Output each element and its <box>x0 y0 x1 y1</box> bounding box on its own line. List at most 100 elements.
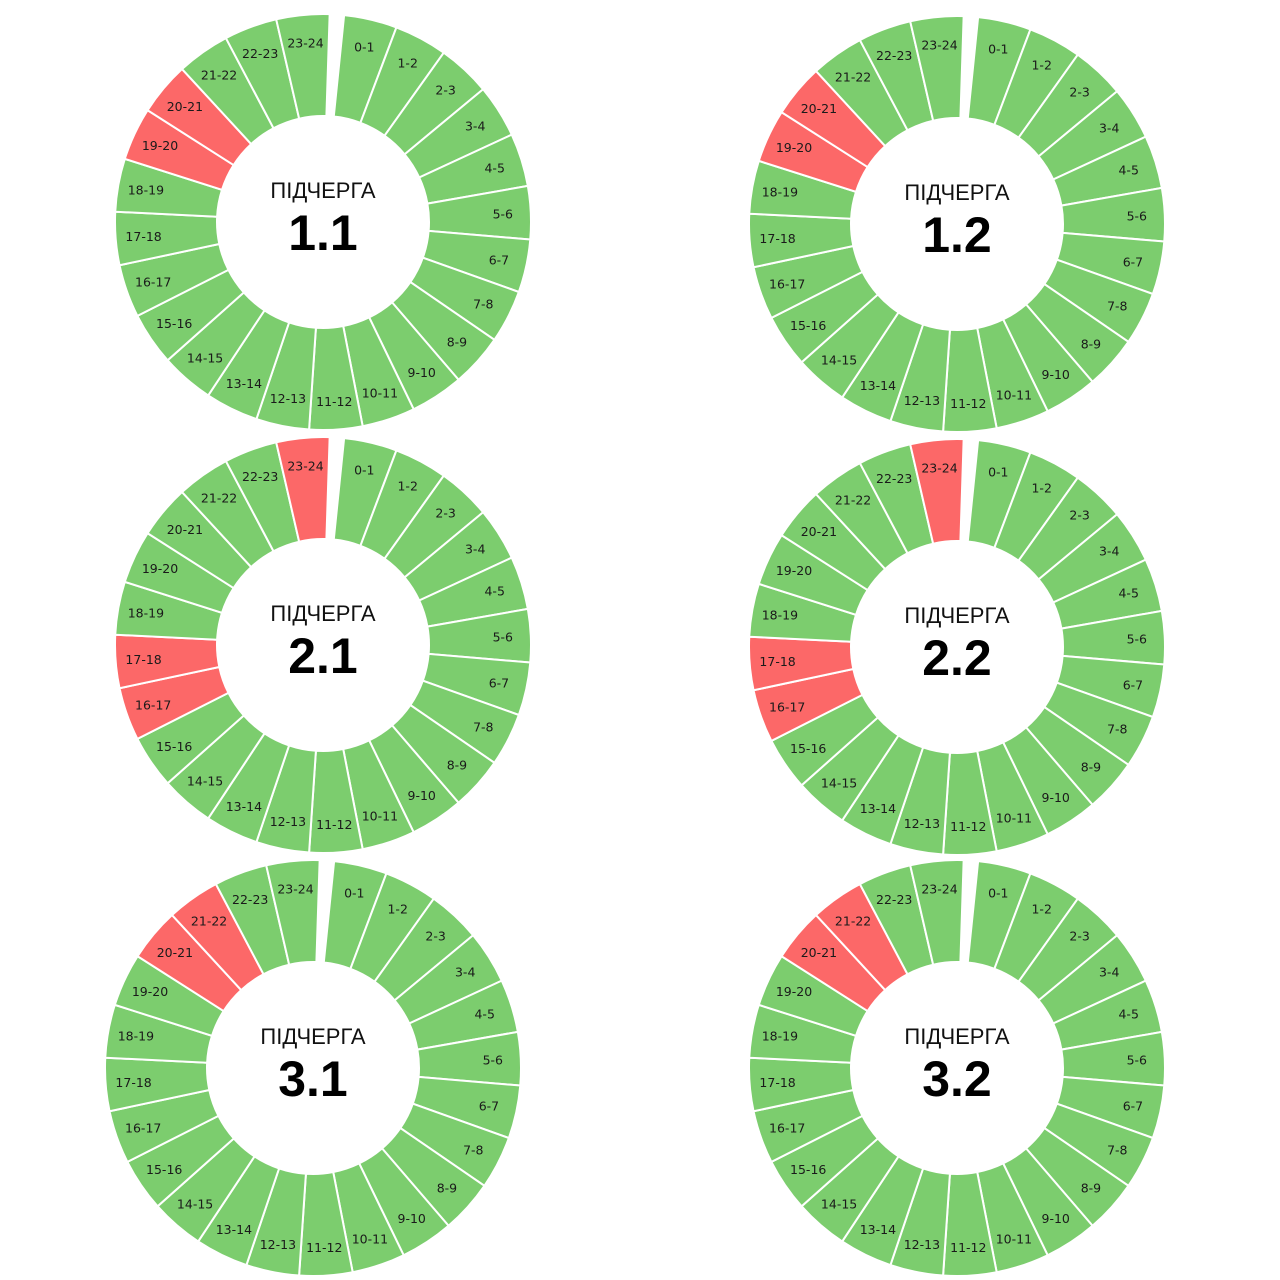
wheel-number: 2.1 <box>288 628 358 684</box>
hour-label: 11-12 <box>950 396 986 411</box>
wheel-subqueue-3-2: 0-1 1-2 2-3 3-4 4-5 5-6 6-7 7-8 8-9 9-10 10-11 11-1… <box>748 859 1166 1277</box>
hour-label: 19-20 <box>776 140 812 155</box>
hour-label: 14-15 <box>187 774 223 789</box>
hour-label: 15-16 <box>790 318 826 333</box>
hour-label: 18-19 <box>128 606 164 621</box>
hour-label: 15-16 <box>790 1162 826 1177</box>
hour-label: 5-6 <box>493 206 513 221</box>
hour-label: 14-15 <box>821 353 857 368</box>
hour-label: 23-24 <box>277 881 313 896</box>
hour-label: 8-9 <box>1081 1181 1101 1196</box>
hour-label: 21-22 <box>191 914 227 929</box>
hour-label: 1-2 <box>397 479 417 494</box>
hour-label: 3-4 <box>465 118 485 133</box>
hour-label: 18-19 <box>762 185 798 200</box>
hour-label: 15-16 <box>156 739 192 754</box>
hour-label: 9-10 <box>1042 1211 1070 1226</box>
hour-label: 6-7 <box>1123 255 1143 270</box>
hour-label: 7-8 <box>463 1143 483 1158</box>
hour-label: 13-14 <box>860 378 896 393</box>
hour-label: 19-20 <box>132 984 168 999</box>
wheel-caption: ПІДЧЕРГА <box>260 1024 366 1049</box>
hour-label: 15-16 <box>156 316 192 331</box>
hour-label: 9-10 <box>408 788 436 803</box>
hour-label: 5-6 <box>493 629 513 644</box>
hour-label: 10-11 <box>996 810 1032 825</box>
wheel-number: 2.2 <box>922 630 992 686</box>
hour-label: 22-23 <box>242 46 278 61</box>
hour-label: 11-12 <box>306 1240 342 1255</box>
hour-label: 6-7 <box>479 1099 499 1114</box>
wheel-number: 1.2 <box>922 207 992 263</box>
hour-label: 9-10 <box>1042 790 1070 805</box>
hour-label: 8-9 <box>447 335 467 350</box>
hour-label: 22-23 <box>232 892 268 907</box>
hour-label: 3-4 <box>1099 543 1119 558</box>
hour-label: 5-6 <box>1127 1052 1147 1067</box>
hour-label: 23-24 <box>921 37 957 52</box>
hour-label: 13-14 <box>226 799 262 814</box>
wheel-subqueue-2-2: 0-1 1-2 2-3 3-4 4-5 5-6 6-7 7-8 8-9 9-10 10-11 11-1… <box>748 438 1166 856</box>
hour-label: 10-11 <box>352 1231 388 1246</box>
hour-label: 12-13 <box>904 393 940 408</box>
hour-label: 23-24 <box>921 881 957 896</box>
hour-segment-23-24 <box>265 859 321 966</box>
hour-label: 1-2 <box>1031 58 1051 73</box>
hour-label: 14-15 <box>187 351 223 366</box>
hour-label: 19-20 <box>142 561 178 576</box>
hour-label: 5-6 <box>1127 208 1147 223</box>
hour-label: 12-13 <box>904 816 940 831</box>
hour-label: 0-1 <box>354 462 374 477</box>
hour-label: 12-13 <box>270 814 306 829</box>
hour-label: 17-18 <box>759 1075 795 1090</box>
hour-label: 7-8 <box>1107 299 1127 314</box>
hour-label: 17-18 <box>759 654 795 669</box>
hour-label: 2-3 <box>425 929 445 944</box>
hour-label: 3-4 <box>1099 964 1119 979</box>
hour-label: 13-14 <box>226 376 262 391</box>
wheel-caption: ПІДЧЕРГА <box>904 603 1010 628</box>
hour-label: 10-11 <box>996 1231 1032 1246</box>
hour-label: 2-3 <box>1069 508 1089 523</box>
hour-label: 9-10 <box>1042 367 1070 382</box>
hour-label: 17-18 <box>125 229 161 244</box>
hour-label: 0-1 <box>354 39 374 54</box>
hour-label: 19-20 <box>776 563 812 578</box>
hour-label: 15-16 <box>790 741 826 756</box>
hour-label: 22-23 <box>876 471 912 486</box>
hour-segment-23-24 <box>909 859 965 966</box>
hour-label: 23-24 <box>287 35 323 50</box>
hour-label: 21-22 <box>835 70 871 85</box>
hour-label: 11-12 <box>316 817 352 832</box>
wheel-number: 3.2 <box>922 1051 992 1107</box>
wheel-subqueue-3-1: 0-1 1-2 2-3 3-4 4-5 5-6 6-7 7-8 8-9 9-10 10-11 11-1… <box>104 859 522 1277</box>
hour-label: 7-8 <box>473 297 493 312</box>
hour-label: 13-14 <box>860 1222 896 1237</box>
hour-label: 0-1 <box>988 41 1008 56</box>
hour-label: 4-5 <box>1118 586 1138 601</box>
hour-label: 3-4 <box>1099 120 1119 135</box>
hour-label: 20-21 <box>167 99 203 114</box>
hour-label: 11-12 <box>316 394 352 409</box>
hour-label: 18-19 <box>118 1029 154 1044</box>
hour-segment-23-24 <box>909 15 965 122</box>
hour-label: 8-9 <box>447 758 467 773</box>
wheel-caption: ПІДЧЕРГА <box>270 178 376 203</box>
hour-label: 21-22 <box>835 493 871 508</box>
hour-label: 6-7 <box>1123 1099 1143 1114</box>
hour-label: 14-15 <box>821 1197 857 1212</box>
hour-label: 12-13 <box>904 1237 940 1252</box>
hour-label: 2-3 <box>435 83 455 98</box>
hour-label: 20-21 <box>801 101 837 116</box>
hour-label: 1-2 <box>397 56 417 71</box>
hour-label: 21-22 <box>201 68 237 83</box>
wheel-caption: ПІДЧЕРГА <box>904 1024 1010 1049</box>
wheel-number: 3.1 <box>278 1051 348 1107</box>
hour-label: 18-19 <box>128 183 164 198</box>
hour-label: 16-17 <box>769 276 805 291</box>
wheel-caption: ПІДЧЕРГА <box>270 601 376 626</box>
hour-label: 8-9 <box>1081 337 1101 352</box>
hour-label: 1-2 <box>387 902 407 917</box>
hour-label: 20-21 <box>801 945 837 960</box>
